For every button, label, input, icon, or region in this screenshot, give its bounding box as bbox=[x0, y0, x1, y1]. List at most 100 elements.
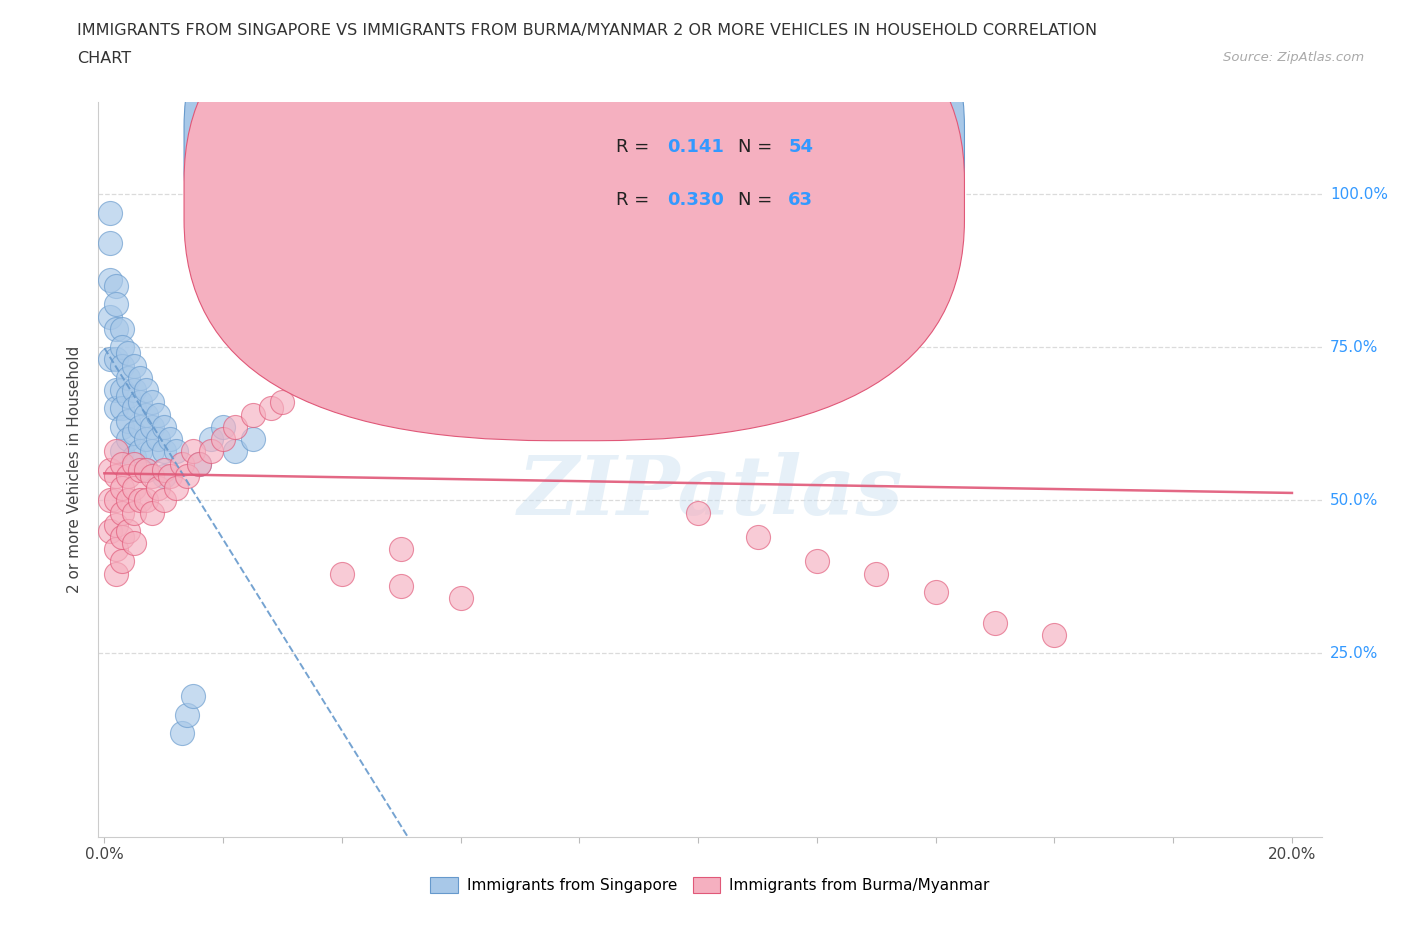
Point bbox=[984, 616, 1007, 631]
Point bbox=[141, 469, 163, 484]
Point bbox=[105, 469, 128, 484]
Point bbox=[450, 358, 472, 373]
Point bbox=[105, 401, 128, 416]
Point bbox=[200, 444, 222, 458]
Text: CHART: CHART bbox=[77, 51, 131, 66]
Text: IMMIGRANTS FROM SINGAPORE VS IMMIGRANTS FROM BURMA/MYANMAR 2 OR MORE VEHICLES IN: IMMIGRANTS FROM SINGAPORE VS IMMIGRANTS … bbox=[77, 23, 1098, 38]
Text: 75.0%: 75.0% bbox=[1330, 339, 1378, 354]
Point bbox=[188, 456, 211, 471]
Point bbox=[129, 444, 152, 458]
Point bbox=[259, 401, 281, 416]
Point bbox=[141, 395, 163, 410]
Point bbox=[200, 432, 222, 446]
Point bbox=[152, 444, 174, 458]
Point bbox=[176, 469, 198, 484]
Point bbox=[129, 370, 152, 385]
Point bbox=[627, 218, 650, 232]
Point bbox=[98, 235, 121, 250]
Point bbox=[224, 444, 246, 458]
Point bbox=[301, 382, 323, 397]
Point bbox=[111, 529, 134, 544]
Point bbox=[111, 554, 134, 569]
Point bbox=[176, 707, 198, 722]
Point bbox=[141, 505, 163, 520]
Point bbox=[111, 382, 134, 397]
Point bbox=[117, 370, 139, 385]
Point bbox=[188, 456, 211, 471]
Point bbox=[117, 524, 139, 538]
Text: R =: R = bbox=[616, 138, 655, 156]
Point bbox=[865, 566, 887, 581]
Point bbox=[98, 493, 121, 508]
Point bbox=[1043, 628, 1066, 643]
Point bbox=[117, 469, 139, 484]
Point bbox=[105, 517, 128, 532]
Point bbox=[146, 407, 169, 422]
Point bbox=[159, 432, 181, 446]
Point bbox=[242, 432, 264, 446]
Point bbox=[111, 444, 134, 458]
Point bbox=[105, 297, 128, 312]
Text: 0.141: 0.141 bbox=[668, 138, 724, 156]
Point bbox=[117, 346, 139, 361]
Point bbox=[165, 481, 187, 496]
Point bbox=[389, 542, 412, 557]
Point bbox=[122, 382, 145, 397]
Point bbox=[98, 309, 121, 324]
Point bbox=[111, 358, 134, 373]
Point bbox=[146, 432, 169, 446]
Point bbox=[105, 542, 128, 557]
Text: ZIPatlas: ZIPatlas bbox=[517, 452, 903, 532]
Point bbox=[224, 419, 246, 434]
Text: N =: N = bbox=[738, 138, 778, 156]
Point bbox=[117, 389, 139, 404]
Point bbox=[152, 462, 174, 477]
Point bbox=[152, 469, 174, 484]
Point bbox=[111, 419, 134, 434]
Point bbox=[98, 352, 121, 367]
Point bbox=[135, 407, 157, 422]
Y-axis label: 2 or more Vehicles in Household: 2 or more Vehicles in Household bbox=[67, 346, 83, 593]
Point bbox=[105, 322, 128, 337]
Point bbox=[111, 322, 134, 337]
Point bbox=[212, 432, 235, 446]
Point bbox=[183, 689, 205, 704]
Point bbox=[111, 339, 134, 354]
Text: Source: ZipAtlas.com: Source: ZipAtlas.com bbox=[1223, 51, 1364, 64]
Point bbox=[98, 524, 121, 538]
Text: 50.0%: 50.0% bbox=[1330, 493, 1378, 508]
Point bbox=[111, 481, 134, 496]
Point bbox=[242, 407, 264, 422]
Point bbox=[117, 413, 139, 428]
Point bbox=[98, 462, 121, 477]
Point bbox=[688, 505, 710, 520]
Point bbox=[141, 419, 163, 434]
Text: 100.0%: 100.0% bbox=[1330, 187, 1388, 202]
Text: 54: 54 bbox=[789, 138, 813, 156]
Point bbox=[98, 206, 121, 220]
Point bbox=[111, 505, 134, 520]
Point bbox=[271, 395, 294, 410]
Point bbox=[117, 432, 139, 446]
Point bbox=[122, 456, 145, 471]
Point bbox=[122, 536, 145, 551]
Point bbox=[105, 352, 128, 367]
Point bbox=[152, 493, 174, 508]
Point bbox=[117, 493, 139, 508]
Point bbox=[360, 358, 382, 373]
Point bbox=[509, 297, 531, 312]
Point bbox=[129, 419, 152, 434]
Point bbox=[170, 725, 193, 740]
Text: R =: R = bbox=[616, 191, 655, 209]
Text: 0.330: 0.330 bbox=[668, 191, 724, 209]
Point bbox=[330, 566, 353, 581]
Point bbox=[152, 419, 174, 434]
Point bbox=[135, 493, 157, 508]
Point bbox=[98, 272, 121, 287]
Point bbox=[568, 248, 591, 263]
Point bbox=[122, 505, 145, 520]
Point bbox=[135, 462, 157, 477]
Point bbox=[105, 566, 128, 581]
Point bbox=[122, 481, 145, 496]
Point bbox=[420, 382, 443, 397]
